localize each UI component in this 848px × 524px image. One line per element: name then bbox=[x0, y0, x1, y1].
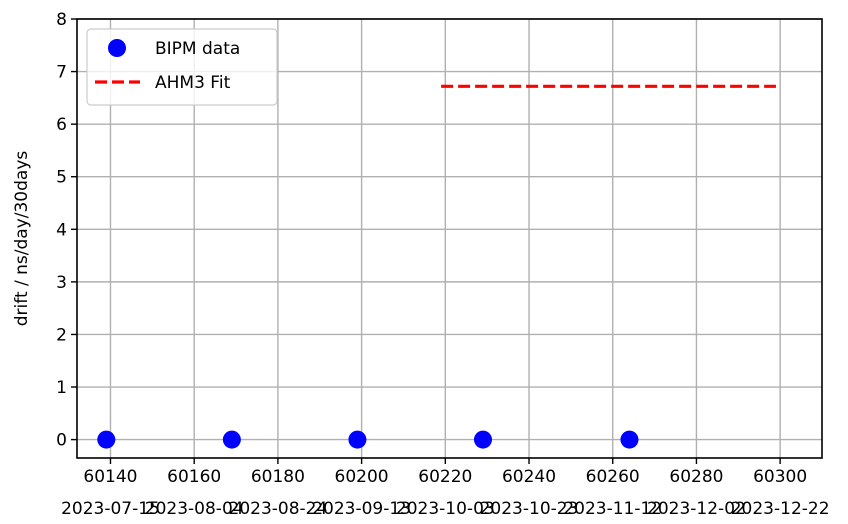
y-tick-label: 8 bbox=[56, 10, 67, 30]
legend-label-ahm3: AHM3 Fit bbox=[155, 73, 231, 93]
data-point-bipm bbox=[97, 430, 116, 449]
x-tick-label: 60300 bbox=[753, 467, 807, 487]
y-tick-label: 0 bbox=[56, 431, 67, 451]
x2-tick-label: 2023-11-12 bbox=[563, 499, 662, 519]
y-tick-label: 2 bbox=[56, 325, 67, 345]
data-point-bipm bbox=[348, 430, 367, 449]
series-layer bbox=[97, 84, 776, 449]
x2-tick-label: 2023-12-02 bbox=[647, 499, 746, 519]
legend-box bbox=[86, 28, 278, 106]
y-tick-label: 5 bbox=[56, 168, 67, 188]
y-tick-label: 6 bbox=[56, 115, 67, 135]
y-axis: 0 1 2 3 4 5 6 7 8 bbox=[56, 10, 77, 451]
y-tick-label: 7 bbox=[56, 63, 67, 83]
x-tick-label: 60240 bbox=[502, 467, 556, 487]
y-axis-label: drift / ns/day/30days bbox=[12, 151, 32, 327]
data-point-bipm bbox=[222, 430, 241, 449]
legend: BIPM data AHM3 Fit bbox=[86, 28, 278, 106]
x-tick-label: 60220 bbox=[418, 467, 472, 487]
x-tick-label: 60180 bbox=[251, 467, 305, 487]
x-tick-label: 60160 bbox=[167, 467, 221, 487]
legend-marker-bipm bbox=[108, 39, 126, 57]
x2-tick-label: 2023-12-22 bbox=[731, 499, 830, 519]
y-tick-label: 4 bbox=[56, 220, 67, 240]
x2-tick-label: 2023-10-03 bbox=[396, 499, 495, 519]
grid bbox=[77, 18, 822, 458]
x-tick-label: 60280 bbox=[669, 467, 723, 487]
legend-label-bipm: BIPM data bbox=[155, 39, 240, 59]
x-tick-label: 60200 bbox=[335, 467, 389, 487]
x2-tick-label: 2023-10-23 bbox=[480, 499, 579, 519]
data-point-bipm bbox=[620, 430, 639, 449]
x2-tick-label: 2023-08-04 bbox=[145, 499, 244, 519]
y-tick-label: 1 bbox=[56, 378, 67, 398]
x-axis: 60140 2023-07-15 60160 2023-08-04 60180 2023-… bbox=[61, 458, 830, 519]
x-tick-label: 60140 bbox=[83, 467, 137, 487]
data-point-bipm bbox=[473, 430, 492, 449]
x-tick-label: 60260 bbox=[586, 467, 640, 487]
x2-tick-label: 2023-08-24 bbox=[229, 499, 328, 519]
plot-frame bbox=[76, 18, 823, 459]
x2-tick-label: 2023-07-15 bbox=[61, 499, 160, 519]
y-tick-label: 3 bbox=[56, 273, 67, 293]
x2-tick-label: 2023-09-13 bbox=[312, 499, 411, 519]
